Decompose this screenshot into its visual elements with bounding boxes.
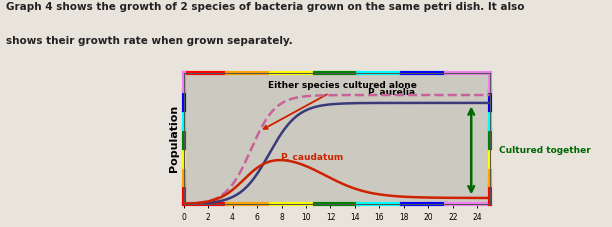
- Text: shows their growth rate when grown separately.: shows their growth rate when grown separ…: [6, 36, 293, 46]
- Text: Either species cultured alone: Either species cultured alone: [264, 81, 417, 129]
- Text: Graph 4 shows the growth of 2 species of bacteria grown on the same petri dish. : Graph 4 shows the growth of 2 species of…: [6, 2, 524, 12]
- Text: P. aurelia: P. aurelia: [368, 88, 416, 97]
- Text: P. caudatum: P. caudatum: [281, 153, 343, 162]
- Text: Cultured together: Cultured together: [499, 146, 591, 155]
- Y-axis label: Population: Population: [170, 105, 179, 172]
